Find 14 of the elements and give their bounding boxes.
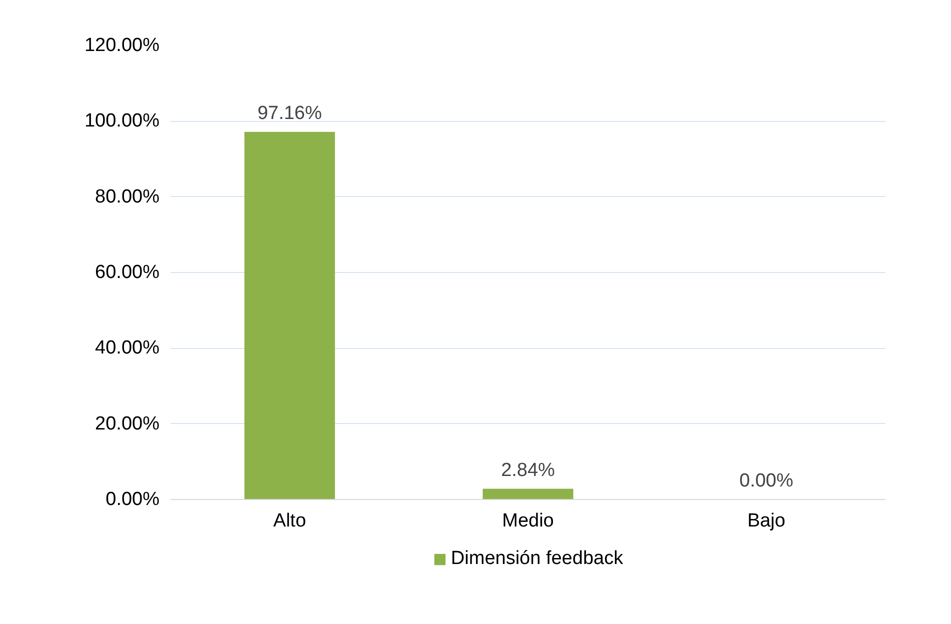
y-tick-label: 120.00%	[84, 35, 160, 56]
x-tick-label: Bajo	[747, 510, 786, 532]
y-tick-label: 60.00%	[95, 262, 160, 283]
y-tick-label: 40.00%	[95, 338, 160, 359]
y-tick-label: 0.00%	[106, 489, 160, 510]
text: 2.84%	[501, 460, 555, 481]
text: 0.00%	[739, 470, 794, 492]
x-tick-label: Medio	[502, 510, 554, 532]
y-tick-label: 20.00%	[95, 413, 160, 434]
x-tick-label: Alto	[273, 510, 306, 532]
legend-label: Dimensión feedback	[450, 548, 624, 570]
y-tick-label: 100.00%	[84, 110, 160, 132]
y-tick-label: 80.00%	[95, 186, 160, 208]
text: 97.16%	[257, 102, 322, 124]
